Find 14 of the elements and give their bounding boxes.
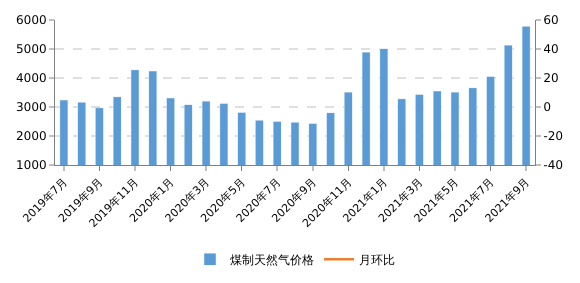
y-tick-label: 1000 — [16, 158, 47, 172]
y2-tick-label: 0 — [543, 100, 552, 114]
y2-tick-label: -20 — [543, 129, 564, 144]
y-tick-label: 3000 — [16, 100, 47, 114]
y-tick-label: 5000 — [16, 42, 47, 56]
y2-tick-label: 40 — [543, 42, 559, 56]
y2-tick-label: -40 — [543, 158, 564, 172]
legend-label: 月环比 — [359, 252, 395, 267]
legend-label: 煤制天然气价格 — [230, 252, 314, 267]
y-tick-label: 4000 — [16, 71, 47, 86]
y-tick-label: 2000 — [16, 129, 47, 144]
y2-tick-label: 20 — [543, 71, 559, 86]
y-tick-label: 6000 — [16, 13, 47, 28]
y2-tick-label: 60 — [543, 13, 559, 28]
